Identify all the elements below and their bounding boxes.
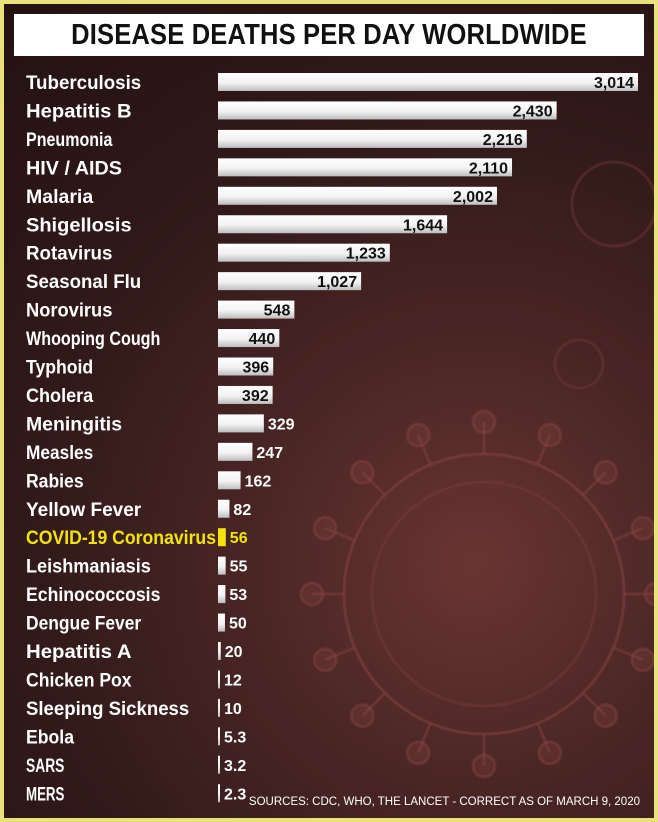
category-label: HIV / AIDS xyxy=(26,158,122,179)
category-label: Seasonal Flu xyxy=(26,272,141,293)
category-label: Norovirus xyxy=(26,301,112,322)
value-label: 2,002 xyxy=(453,189,493,206)
category-label: Measles xyxy=(26,443,93,464)
bar xyxy=(218,585,226,604)
category-label: Sleeping Sickness xyxy=(26,699,189,720)
value-label: 10 xyxy=(224,701,242,718)
bar-chart: Tuberculosis 3,014 Hepatitis B 2,430 Pneumon… xyxy=(26,73,638,805)
title-banner: DISEASE DEATHS PER DAY WORLDWIDE xyxy=(14,14,644,56)
value-label: 440 xyxy=(249,331,276,348)
category-label: MERS xyxy=(26,784,64,805)
category-label: Rabies xyxy=(26,471,84,492)
value-label: 56 xyxy=(230,530,248,547)
value-label: 3,014 xyxy=(594,75,634,92)
bar xyxy=(218,101,557,120)
value-label: 392 xyxy=(242,388,269,405)
bar xyxy=(218,129,527,148)
category-label: Rotavirus xyxy=(26,244,112,265)
bar xyxy=(218,300,295,319)
bar xyxy=(218,73,638,91)
bar xyxy=(218,698,220,717)
value-label: 1,027 xyxy=(317,274,357,291)
bar xyxy=(218,357,274,376)
bar xyxy=(218,272,362,291)
bar xyxy=(218,670,220,689)
category-label: Leishmaniasis xyxy=(26,557,151,578)
category-label: SARS xyxy=(26,756,64,777)
value-label: 53 xyxy=(229,587,247,604)
category-label: Chicken Pox xyxy=(26,670,132,691)
value-label: 247 xyxy=(256,445,283,462)
bar xyxy=(218,755,220,774)
bar xyxy=(218,243,390,262)
value-label: 396 xyxy=(242,360,269,377)
source-note: SOURCES: CDC, WHO, THE LANCET - CORRECT … xyxy=(248,796,640,808)
bar xyxy=(218,471,241,490)
category-label: Hepatitis B xyxy=(26,101,132,122)
value-label: 12 xyxy=(224,672,242,689)
category-label: Meningitis xyxy=(26,414,122,435)
category-label: Malaria xyxy=(26,187,94,208)
bar xyxy=(218,613,225,632)
value-label: 2,216 xyxy=(483,132,523,149)
category-label: Yellow Fever xyxy=(26,500,142,521)
value-label: 548 xyxy=(264,303,291,320)
value-label: 55 xyxy=(230,559,248,576)
bar xyxy=(218,784,220,803)
value-label: 82 xyxy=(233,502,251,519)
bar xyxy=(218,528,226,547)
value-label: 5.3 xyxy=(224,729,246,746)
category-label: Ebola xyxy=(26,727,74,748)
bar xyxy=(218,186,497,205)
value-label: 50 xyxy=(229,616,247,633)
bar xyxy=(218,329,280,348)
bar xyxy=(218,556,226,575)
bar xyxy=(218,642,221,660)
category-label: Echinococcosis xyxy=(26,585,160,606)
category-label: Tuberculosis xyxy=(26,73,141,94)
category-label: Hepatitis A xyxy=(26,642,132,663)
value-label: 2.3 xyxy=(224,786,246,803)
category-label: Whooping Cough xyxy=(26,329,160,350)
bar xyxy=(218,385,273,404)
chart-title: DISEASE DEATHS PER DAY WORLDWIDE xyxy=(71,18,587,51)
value-label: 20 xyxy=(225,644,243,661)
category-label: COVID-19 Coronavirus xyxy=(26,528,216,549)
value-label: 3.2 xyxy=(224,758,246,775)
value-label: 1,233 xyxy=(346,246,386,263)
category-label: Cholera xyxy=(26,386,94,407)
value-label: 329 xyxy=(268,416,295,433)
bar xyxy=(218,158,513,177)
bar xyxy=(218,215,448,234)
value-label: 2,430 xyxy=(513,103,553,120)
category-label: Pneumonia xyxy=(26,130,113,151)
category-label: Dengue Fever xyxy=(26,614,142,635)
category-label: Typhoid xyxy=(26,358,93,379)
bar xyxy=(218,414,264,433)
bar xyxy=(218,442,253,461)
value-label: 2,110 xyxy=(469,160,508,177)
bar xyxy=(218,499,230,518)
category-label: Shigellosis xyxy=(26,215,132,236)
value-label: 162 xyxy=(245,473,272,490)
value-label: 1,644 xyxy=(403,217,443,234)
bar xyxy=(218,727,220,746)
